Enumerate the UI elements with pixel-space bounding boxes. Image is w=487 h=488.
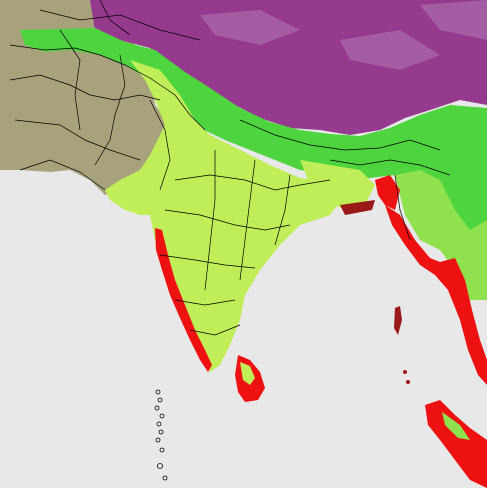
western-ghats-coast bbox=[155, 228, 212, 372]
burma-coast bbox=[385, 205, 487, 385]
sumatra-north bbox=[425, 400, 487, 488]
sri-lanka-interior bbox=[240, 362, 255, 385]
maldives bbox=[154, 389, 168, 481]
andaman-islands bbox=[394, 306, 402, 335]
delta-red bbox=[375, 175, 400, 210]
bengal-lowland bbox=[300, 160, 375, 210]
nicobar-island-1 bbox=[403, 370, 407, 374]
highland-lighter-patches bbox=[200, 0, 487, 70]
burma-interior bbox=[395, 170, 487, 300]
delta-dark bbox=[340, 200, 375, 215]
administrative-borders bbox=[9, 0, 451, 336]
sumatra-interior bbox=[442, 412, 470, 440]
foothill-moist-band bbox=[20, 28, 487, 300]
nicobar-island-2 bbox=[406, 380, 410, 384]
indian-peninsula bbox=[105, 60, 345, 372]
